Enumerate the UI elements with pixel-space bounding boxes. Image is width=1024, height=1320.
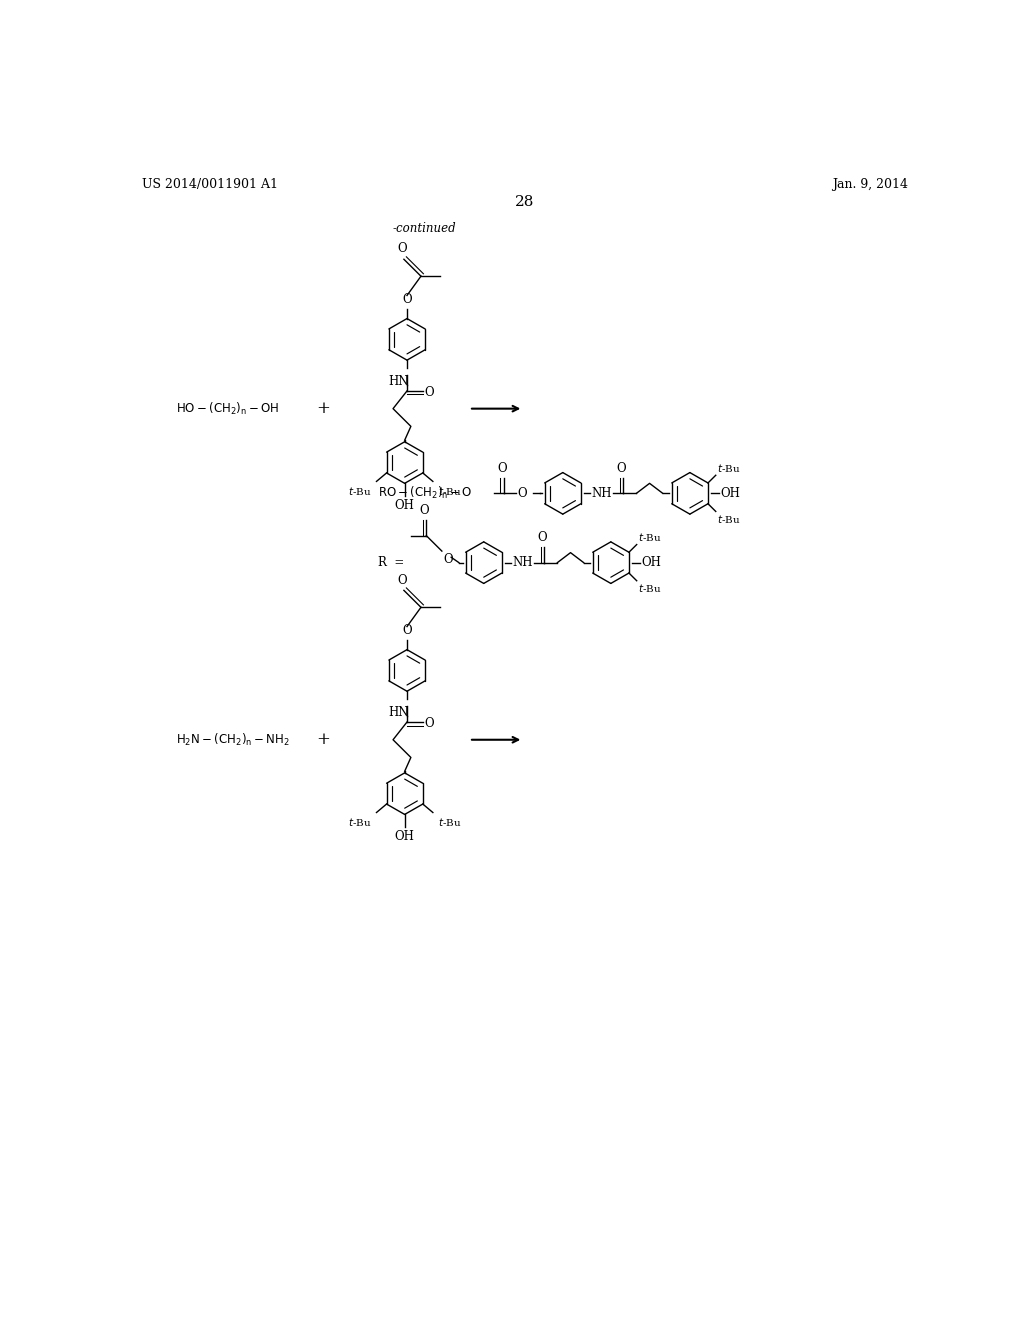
Text: O: O [443, 553, 453, 566]
Text: $\mathrm{RO-(CH_2)_n-O}$: $\mathrm{RO-(CH_2)_n-O}$ [378, 486, 472, 502]
Text: $t$-Bu: $t$-Bu [437, 486, 461, 498]
Text: O: O [397, 573, 408, 586]
Text: $t$-Bu: $t$-Bu [437, 816, 461, 829]
Text: $t$-Bu: $t$-Bu [348, 486, 372, 498]
Text: Jan. 9, 2014: Jan. 9, 2014 [831, 178, 907, 190]
Text: O: O [425, 387, 434, 399]
Text: $t$-Bu: $t$-Bu [348, 816, 372, 829]
Text: +: + [316, 400, 330, 417]
Text: O: O [402, 624, 412, 638]
Text: O: O [498, 462, 507, 475]
Text: 28: 28 [515, 195, 535, 210]
Text: OH: OH [720, 487, 740, 500]
Text: $t$-Bu: $t$-Bu [717, 462, 740, 474]
Text: $\mathrm{H_2N-(CH_2)_n-NH_2}$: $\mathrm{H_2N-(CH_2)_n-NH_2}$ [176, 731, 290, 748]
Text: O: O [397, 243, 408, 256]
Text: $t$-Bu: $t$-Bu [638, 531, 662, 543]
Text: $t$-Bu: $t$-Bu [638, 582, 662, 594]
Text: O: O [420, 504, 429, 517]
Text: $\mathrm{HO-(CH_2)_n-OH}$: $\mathrm{HO-(CH_2)_n-OH}$ [176, 400, 280, 417]
Text: O: O [402, 293, 412, 306]
Text: -continued: -continued [392, 222, 456, 235]
Text: O: O [425, 717, 434, 730]
Text: R  =: R = [378, 556, 403, 569]
Text: OH: OH [394, 830, 415, 843]
Text: O: O [518, 487, 527, 500]
Text: +: + [316, 731, 330, 748]
Text: HN: HN [388, 375, 409, 388]
Text: O: O [616, 462, 627, 475]
Text: NH: NH [592, 487, 612, 500]
Text: US 2014/0011901 A1: US 2014/0011901 A1 [142, 178, 278, 190]
Text: O: O [538, 531, 548, 544]
Text: $t$-Bu: $t$-Bu [717, 513, 740, 525]
Text: OH: OH [641, 556, 660, 569]
Text: HN: HN [388, 706, 409, 719]
Text: NH: NH [512, 556, 532, 569]
Text: OH: OH [394, 499, 415, 512]
